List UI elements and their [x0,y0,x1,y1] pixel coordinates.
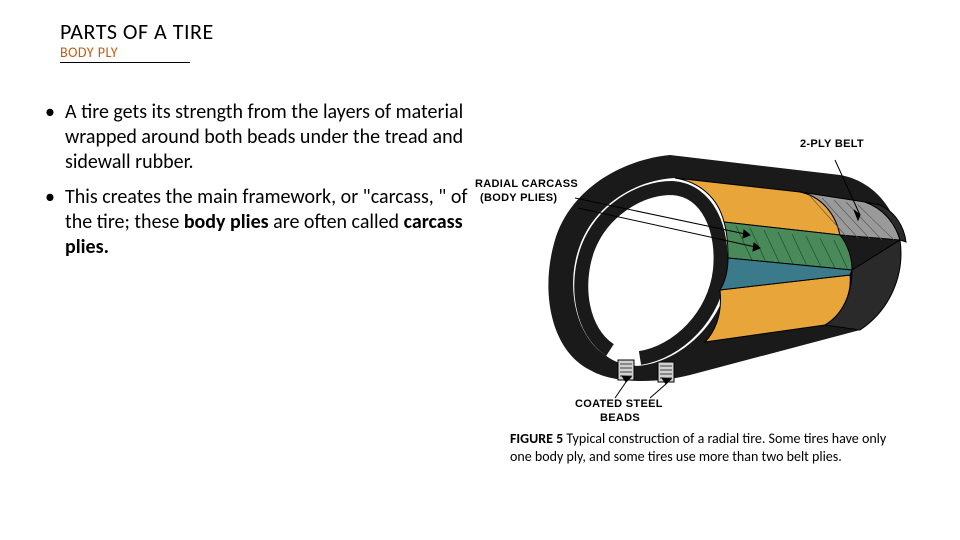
tire-body [548,155,906,398]
label-beads-2: BEADS [600,412,640,424]
slide-title: PARTS OF A TIRE [60,18,214,45]
label-beads-1: COATED STEEL [575,398,663,410]
figure-number: FIGURE 5 [510,430,563,447]
bullet-text: A tire gets its strength from the layers… [65,100,463,174]
bullet-list: A tire gets its strength from the layers… [45,100,475,270]
label-carcass-2: (BODY PLIES) [480,192,557,204]
label-carcass-1: RADIAL CARCASS [475,178,578,190]
tire-svg [500,120,920,400]
subtitle-underline [60,62,190,63]
bullet-text: are often called [269,210,404,234]
figure-caption-text: Typical construction of a radial tire. S… [510,430,886,465]
label-belt: 2-PLY BELT [800,138,864,150]
bullet-item: A tire gets its strength from the layers… [45,100,475,175]
bullet-bold: body plies [184,210,269,234]
figure-caption: FIGURE 5 Typical construction of a radia… [510,430,910,466]
slide-subtitle: BODY PLY [60,44,118,61]
bullet-item: This creates the main framework, or "car… [45,185,475,260]
tire-diagram: 2-PLY BELT RADIAL CARCASS (BODY PLIES) C… [500,120,920,400]
